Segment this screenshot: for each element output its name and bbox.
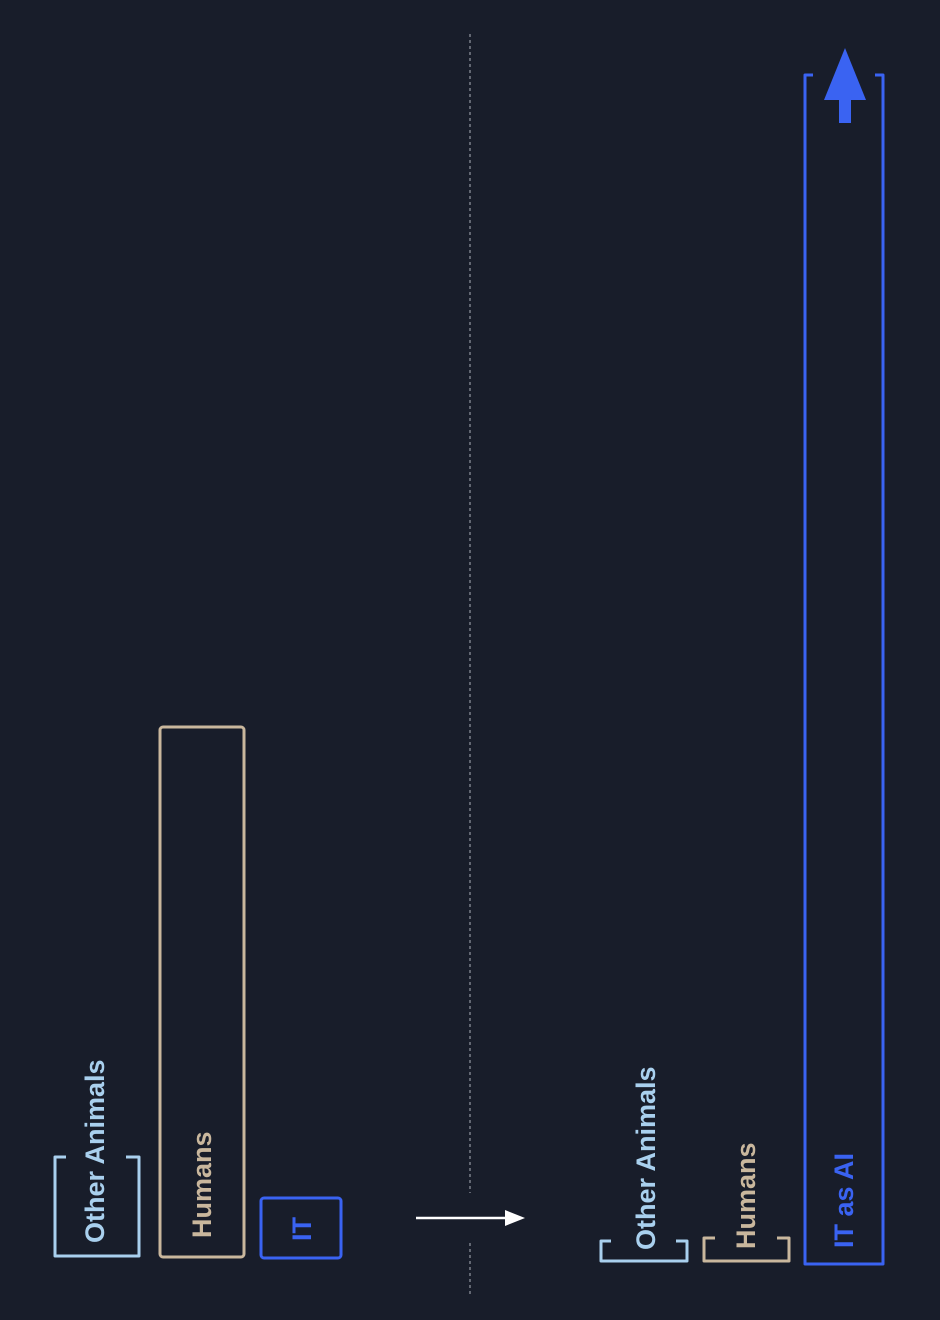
after-other-animals-bracket xyxy=(599,1239,689,1263)
after-it-as-ai-label: IT as AI xyxy=(829,1153,859,1248)
up-arrow-icon xyxy=(824,48,866,123)
before-panel: Other Animals Humans IT xyxy=(53,725,343,1260)
after-it-as-ai-bracket xyxy=(803,73,885,1266)
after-other-animals-label: Other Animals xyxy=(631,1066,661,1250)
before-it-label: IT xyxy=(287,1216,317,1241)
before-humans-bar xyxy=(158,725,246,1259)
after-humans-label: Humans xyxy=(731,1142,761,1249)
right-arrow-icon xyxy=(416,1210,525,1226)
before-other-animals-label: Other Animals xyxy=(80,1059,110,1243)
before-it-box xyxy=(259,1196,343,1260)
before-other-animals-bracket xyxy=(53,1155,141,1258)
after-panel: Other Animals Humans IT as AI xyxy=(599,48,885,1266)
before-humans-label: Humans xyxy=(187,1131,217,1238)
after-humans-bracket xyxy=(702,1236,791,1263)
